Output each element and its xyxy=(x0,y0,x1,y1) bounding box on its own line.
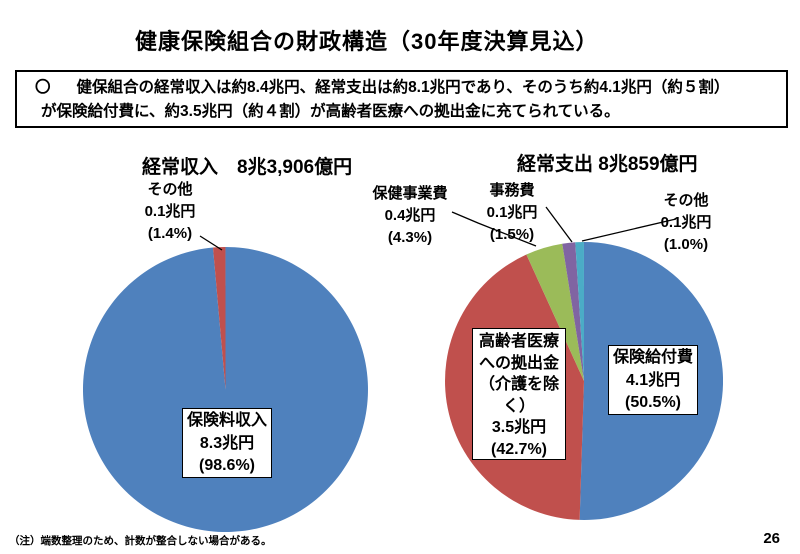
income-premium-percent: (98.6%) xyxy=(198,457,256,474)
income-other-name: その他 xyxy=(147,181,193,198)
expense-elderly-name-1: 高齢者医療 xyxy=(478,333,559,350)
expense-health-percent: (4.3%) xyxy=(387,229,433,246)
expense-elderly-percent: (42.7%) xyxy=(490,440,548,458)
footnote: （注）端数整理のため、計数が整合しない場合がある。 xyxy=(9,535,272,547)
expense-elderly-name-4: く） xyxy=(502,397,535,415)
income-other-percent: (1.4%) xyxy=(147,225,193,242)
expense-benefits-name: 保険給付費 xyxy=(612,349,693,366)
expense-admin-amount: 0.1兆円 xyxy=(486,204,538,221)
expense-chart-title: 経常支出 8兆859億円 xyxy=(517,154,698,175)
income-pie-chart xyxy=(83,247,368,532)
income-premium-name: 保険料収入 xyxy=(186,412,267,429)
income-chart-title: 経常収入 8兆3,906億円 xyxy=(142,157,353,178)
expense-other-name: その他 xyxy=(663,192,709,209)
pie-slice-3 xyxy=(562,242,584,381)
slide-title: 健康保険組合の財政構造（30年度決算見込） xyxy=(135,29,599,54)
expense-elderly-name-2: への拠出金 xyxy=(478,354,559,372)
income-premium-label-box: 保険料収入 8.3兆円 (98.6%) xyxy=(182,408,272,478)
expense-benefits-amount: 4.1兆円 xyxy=(625,371,681,389)
expense-benefits-label-box: 保険給付費 4.1兆円 (50.5%) xyxy=(608,345,698,415)
pie-slice-4 xyxy=(575,242,584,381)
pie-slice-0 xyxy=(83,247,368,532)
expense-elderly-name-3: （介護を除 xyxy=(478,376,559,393)
expense-other-callout: その他 0.1兆円 (1.0%) xyxy=(640,190,732,256)
expense-admin-callout: 事務費 0.1兆円 (1.5%) xyxy=(466,180,558,246)
expense-elderly-amount: 3.5兆円 xyxy=(491,419,547,436)
summary-box: 〇 健保組合の経常収入は約8.4兆円、経常支出は約8.1兆円であり、そのうち約4… xyxy=(15,70,788,128)
expense-other-percent: (1.0%) xyxy=(663,236,709,253)
page-number: 26 xyxy=(763,530,780,547)
expense-admin-name: 事務費 xyxy=(489,182,535,199)
expense-health-name: 保健事業費 xyxy=(372,185,448,202)
expense-benefits-percent: (50.5%) xyxy=(624,394,682,411)
summary-line-1: 〇 健保組合の経常収入は約8.4兆円、経常支出は約8.1兆円であり、そのうち約4… xyxy=(35,76,778,100)
expense-health-amount: 0.4兆円 xyxy=(384,207,436,224)
income-premium-amount: 8.3兆円 xyxy=(199,434,255,452)
summary-line-1-text: 健保組合の経常収入は約8.4兆円、経常支出は約8.1兆円であり、そのうち約4.1… xyxy=(76,79,730,96)
expense-admin-percent: (1.5%) xyxy=(489,226,535,243)
income-other-amount: 0.1兆円 xyxy=(144,203,196,220)
expense-health-callout: 保健事業費 0.4兆円 (4.3%) xyxy=(364,183,456,249)
expense-other-amount: 0.1兆円 xyxy=(660,214,712,231)
summary-line-2: が保険給付費に、約3.5兆円（約４割）が高齢者医療への拠出金に充てられている。 xyxy=(41,103,620,120)
expense-elderly-label-box: 高齢者医療 への拠出金 （介護を除 く） 3.5兆円 (42.7%) xyxy=(472,328,566,460)
income-other-callout: その他 0.1兆円 (1.4%) xyxy=(124,179,216,245)
pie-slice-1 xyxy=(212,247,226,390)
summary-bullet: 〇 xyxy=(35,79,51,96)
pie-slice-2 xyxy=(526,243,584,381)
